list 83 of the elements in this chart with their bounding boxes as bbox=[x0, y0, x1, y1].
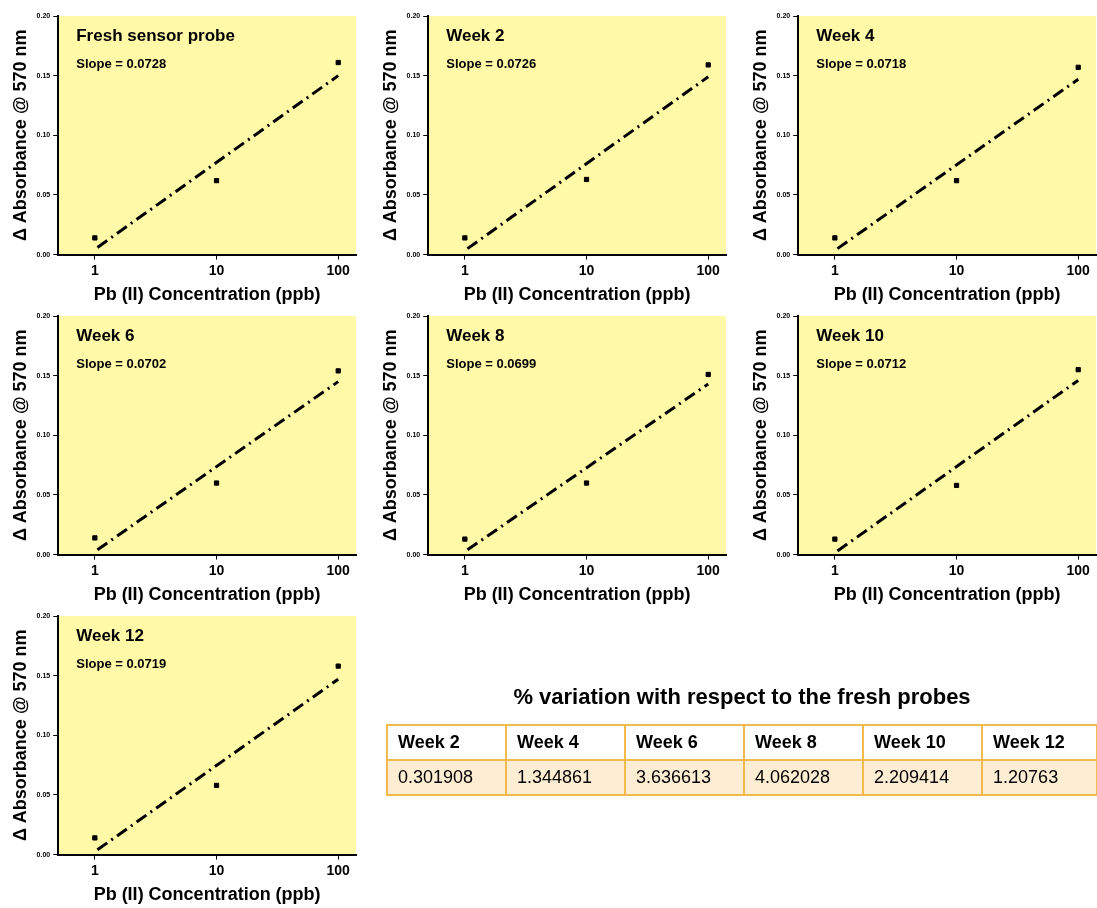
annotation: Slope = 0.0699 bbox=[446, 356, 537, 372]
category-label: Week 8 bbox=[744, 725, 864, 760]
point bbox=[1075, 367, 1081, 373]
category-label: Week 10 bbox=[863, 725, 983, 760]
x-tick-label: 10 bbox=[208, 861, 225, 878]
text: Week 6 bbox=[76, 326, 135, 346]
point bbox=[92, 235, 98, 241]
point bbox=[953, 482, 960, 489]
x-tick-label: 10 bbox=[208, 561, 225, 578]
text: Week 10 bbox=[816, 326, 884, 346]
x-tick-label: 1 bbox=[830, 561, 839, 578]
data-label: 1.20763 bbox=[982, 760, 1097, 795]
point bbox=[953, 178, 960, 184]
point bbox=[832, 536, 838, 542]
y-axis-title: Δ Absorbance @ 570 nm bbox=[379, 329, 400, 542]
x-tick-label: 10 bbox=[578, 561, 595, 578]
point bbox=[832, 235, 838, 241]
x-tick-label: 100 bbox=[696, 561, 721, 578]
x-tick-label: 1 bbox=[90, 861, 99, 878]
x-tick-label: 100 bbox=[1066, 561, 1091, 578]
text: Week 2 bbox=[446, 26, 505, 46]
data-label: 3.636613 bbox=[625, 760, 745, 795]
point bbox=[213, 480, 220, 486]
category-label: Week 6 bbox=[625, 725, 745, 760]
x-tick-label: 100 bbox=[326, 561, 351, 578]
x-tick-label: 100 bbox=[326, 861, 351, 878]
annotation: Slope = 0.0702 bbox=[76, 356, 167, 372]
x-tick-label: 1 bbox=[90, 261, 99, 278]
annotation: Slope = 0.0726 bbox=[446, 56, 537, 72]
point bbox=[92, 535, 98, 541]
data-label: 4.062028 bbox=[744, 760, 864, 795]
annotation: Slope = 0.0728 bbox=[76, 56, 167, 72]
category-label: Week 12 bbox=[982, 725, 1097, 760]
annotation: Slope = 0.0712 bbox=[816, 356, 907, 372]
text: % variation with respect to the fresh probes bbox=[512, 684, 972, 710]
x-axis-title: Pb (II) Concentration (ppb) bbox=[93, 584, 321, 605]
point bbox=[92, 835, 98, 841]
point bbox=[1075, 64, 1081, 70]
point bbox=[213, 782, 220, 789]
text: Week 8 bbox=[446, 326, 505, 346]
point bbox=[462, 536, 468, 542]
x-axis-title: Pb (II) Concentration (ppb) bbox=[463, 284, 691, 305]
x-tick-label: 1 bbox=[460, 261, 469, 278]
x-axis-title: Pb (II) Concentration (ppb) bbox=[833, 584, 1061, 605]
x-axis-title: Pb (II) Concentration (ppb) bbox=[93, 284, 321, 305]
x-tick-label: 100 bbox=[1066, 261, 1091, 278]
point bbox=[705, 371, 711, 378]
category-label: Week 2 bbox=[387, 725, 507, 760]
y-axis-title: Δ Absorbance @ 570 nm bbox=[749, 29, 770, 242]
text: Fresh sensor probe bbox=[76, 26, 235, 46]
point bbox=[335, 368, 341, 374]
point bbox=[213, 178, 220, 184]
x-axis-title: Pb (II) Concentration (ppb) bbox=[93, 884, 321, 905]
text: Week 12 bbox=[76, 626, 144, 646]
y-axis-title: Δ Absorbance @ 570 nm bbox=[9, 29, 30, 242]
y-axis-title: Δ Absorbance @ 570 nm bbox=[749, 329, 770, 542]
data-label: 1.344861 bbox=[506, 760, 626, 795]
x-axis-title: Pb (II) Concentration (ppb) bbox=[463, 584, 691, 605]
point bbox=[335, 663, 341, 669]
point bbox=[583, 176, 590, 183]
x-axis-title: Pb (II) Concentration (ppb) bbox=[833, 284, 1061, 305]
x-tick-label: 100 bbox=[696, 261, 721, 278]
annotation: Slope = 0.0719 bbox=[76, 656, 167, 672]
data-label: 2.209414 bbox=[863, 760, 983, 795]
x-tick-label: 10 bbox=[948, 261, 965, 278]
x-tick-label: 1 bbox=[90, 561, 99, 578]
data-label: 0.301908 bbox=[387, 760, 507, 795]
point bbox=[583, 480, 590, 486]
text: Week 4 bbox=[816, 26, 876, 46]
x-tick-label: 10 bbox=[578, 261, 595, 278]
y-axis-title: Δ Absorbance @ 570 nm bbox=[9, 329, 30, 542]
point bbox=[705, 62, 711, 68]
y-axis-title: Δ Absorbance @ 570 nm bbox=[9, 629, 30, 842]
point bbox=[335, 59, 341, 66]
point bbox=[462, 235, 468, 241]
x-tick-label: 100 bbox=[326, 261, 351, 278]
x-tick-label: 10 bbox=[948, 561, 965, 578]
category-label: Week 4 bbox=[506, 725, 626, 760]
x-tick-label: 10 bbox=[208, 261, 225, 278]
x-tick-label: 1 bbox=[460, 561, 469, 578]
annotation: Slope = 0.0718 bbox=[816, 56, 907, 72]
x-tick-label: 1 bbox=[830, 261, 839, 278]
y-axis-title: Δ Absorbance @ 570 nm bbox=[379, 29, 400, 242]
